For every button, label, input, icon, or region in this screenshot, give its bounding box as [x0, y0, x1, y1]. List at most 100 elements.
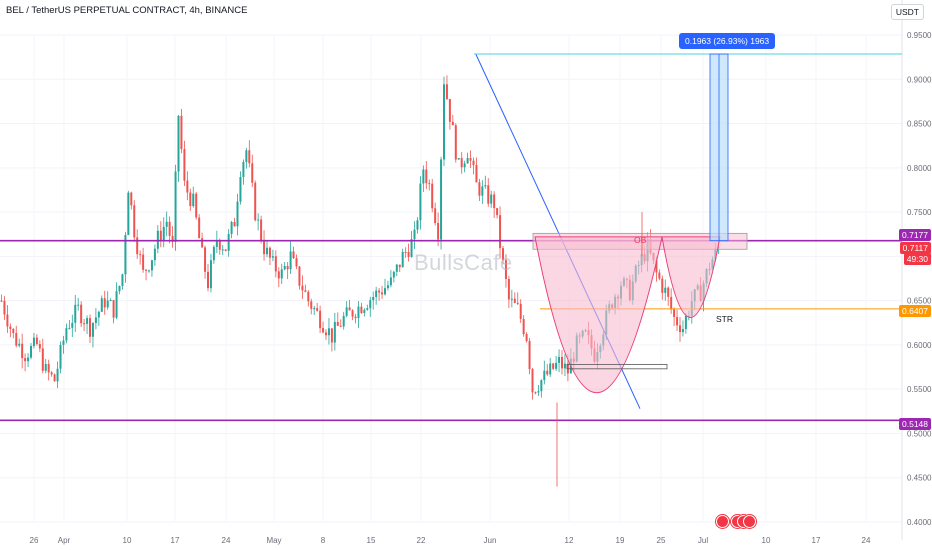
candle-body [339, 325, 342, 327]
candle-body [118, 285, 121, 292]
candle-body [348, 307, 351, 311]
candle-body [177, 115, 180, 172]
candle-body [215, 240, 218, 247]
candle-body [89, 318, 91, 337]
candle-body [410, 239, 413, 257]
candle-body [407, 251, 410, 257]
candle-body [6, 314, 9, 327]
event-flag-icon[interactable] [743, 515, 756, 528]
y-tick-label: 0.5500 [907, 385, 932, 394]
candle-body [263, 240, 266, 255]
price-tag-low: 0.5148 [899, 418, 931, 430]
candle-body [148, 270, 150, 272]
candle-body [174, 171, 177, 242]
price-tag-resistance: 0.7177 [899, 229, 931, 241]
price-tag-support: 0.6407 [899, 305, 931, 317]
candle-body [32, 337, 35, 346]
candle-body [47, 363, 50, 373]
candle-body [664, 287, 667, 293]
x-tick-label: 19 [616, 536, 625, 545]
candle-body [386, 285, 389, 289]
candle-body [295, 258, 298, 267]
candle-body [274, 256, 277, 272]
candle-body [310, 301, 313, 309]
candle-body [242, 161, 245, 177]
candle-body [389, 277, 392, 286]
candle-body [454, 125, 457, 160]
y-tick-label: 0.8000 [907, 164, 932, 173]
candle-body [124, 235, 127, 275]
handle-shape [661, 236, 721, 318]
candle-body [469, 158, 472, 161]
measure-label: 0.1963 (26.93%) 1963 [679, 33, 776, 49]
candle-body [198, 217, 201, 239]
candle-body [513, 298, 516, 303]
candle-body [0, 300, 3, 302]
x-tick-label: 10 [123, 536, 132, 545]
candle-body [546, 370, 549, 375]
candle-body [487, 185, 490, 204]
candle-body [351, 310, 354, 317]
candle-body [165, 221, 168, 227]
candle-body [257, 219, 260, 221]
x-tick-label: Jul [698, 536, 708, 545]
candle-body [112, 300, 115, 318]
candle-body [59, 344, 62, 369]
candle-body [280, 269, 283, 279]
candle-body [670, 296, 673, 310]
candle-body [502, 248, 504, 261]
candle-body [277, 271, 280, 279]
candle-body [103, 298, 106, 308]
price-tag-last: 0.7117 [899, 242, 931, 254]
candle-body [493, 194, 496, 209]
candle-body [419, 183, 422, 221]
x-tick-label: 24 [222, 536, 231, 545]
candle-body [80, 304, 83, 324]
range-box [566, 363, 668, 370]
candle-body [416, 220, 419, 230]
candle-body [534, 392, 537, 394]
candle-body [336, 321, 339, 326]
x-tick-label: May [266, 536, 281, 545]
y-tick-label: 0.6000 [907, 341, 932, 350]
candle-body [484, 185, 487, 187]
candle-body [345, 307, 348, 316]
candle-body [684, 315, 687, 330]
event-flag-icon[interactable] [716, 515, 729, 528]
x-axis: 26 Apr 10 17 24 May 8 15 22 Jun 12 19 25 Jul 10 17 24 [30, 536, 871, 545]
candle-body [271, 256, 274, 258]
candle-body [366, 308, 369, 310]
candle-body [440, 159, 443, 240]
candle-body [260, 219, 263, 241]
candle-body [537, 391, 540, 393]
candle-body [195, 193, 198, 218]
candle-body [94, 317, 97, 324]
candle-body [292, 251, 295, 259]
candle-body [504, 260, 507, 279]
candle-body [679, 325, 681, 333]
candle-body [333, 321, 336, 343]
candle-body [127, 192, 130, 236]
candle-body [555, 362, 558, 369]
candle-body [286, 266, 289, 270]
candle-body [496, 208, 499, 216]
candle-body [301, 285, 304, 291]
y-tick-label: 0.5000 [907, 429, 932, 438]
candle-body [658, 272, 661, 279]
candle-body [254, 182, 257, 221]
candle-body [86, 318, 89, 324]
candle-body [549, 363, 552, 375]
candle-body [121, 274, 124, 286]
candle-body [218, 240, 221, 250]
candle-body [445, 84, 448, 100]
x-tick-label: 17 [812, 536, 821, 545]
candle-body [18, 343, 21, 346]
currency-selector[interactable]: USDT [890, 4, 924, 20]
candle-body [330, 328, 333, 343]
x-tick-label: 22 [417, 536, 426, 545]
candle-body [466, 158, 469, 164]
candle-body [41, 348, 44, 371]
candle-body [162, 226, 165, 241]
candle-body [667, 287, 670, 297]
